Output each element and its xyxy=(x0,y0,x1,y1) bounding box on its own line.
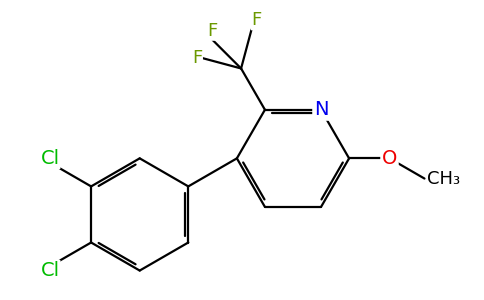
Text: F: F xyxy=(252,11,262,29)
Text: O: O xyxy=(382,149,397,168)
Text: N: N xyxy=(314,100,328,119)
Text: F: F xyxy=(208,22,218,40)
Text: CH₃: CH₃ xyxy=(427,169,460,188)
Text: Cl: Cl xyxy=(40,261,60,280)
Text: F: F xyxy=(192,49,202,67)
Text: Cl: Cl xyxy=(40,149,60,168)
